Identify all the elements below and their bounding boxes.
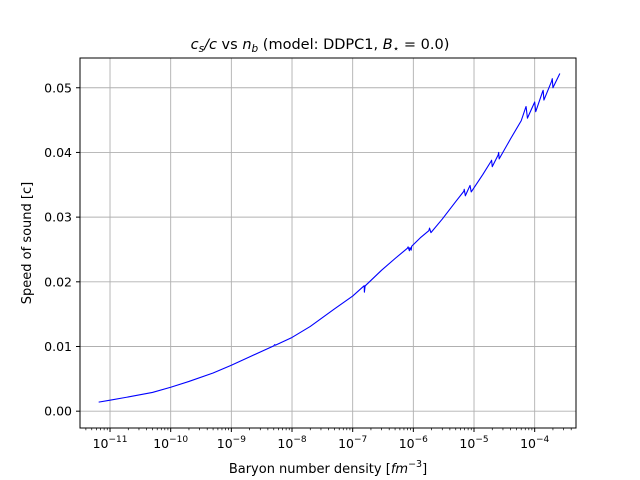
y-tick-label-2: 0.02 xyxy=(44,274,72,289)
chart-title: cs/c vs nb (model: DDPC1, B⋆ = 0.0) xyxy=(191,37,450,55)
y-tick-label-5: 0.05 xyxy=(44,80,72,95)
x-tick-label-2: 10−9 xyxy=(217,435,246,451)
y-tick-label-4: 0.04 xyxy=(44,145,72,160)
tick-layer: 10−11 10−10 10−9 10−8 10−7 10−6 10−5 10−4 0.00 0.… xyxy=(44,80,572,451)
grid-layer xyxy=(80,58,576,428)
y-tick-label-1: 0.01 xyxy=(44,339,72,354)
y-axis-label: Speed of sound [c] xyxy=(20,182,35,304)
x-tick-label-6: 10−5 xyxy=(459,435,488,451)
line-layer xyxy=(98,73,561,403)
x-tick-label-4: 10−7 xyxy=(338,435,367,451)
x-tick-label-0: 10−11 xyxy=(93,435,128,451)
plot-frame xyxy=(79,57,577,429)
x-tick-label-5: 10−6 xyxy=(399,435,428,451)
y-tick-label-3: 0.03 xyxy=(44,210,72,225)
y-tick-label-0: 0.00 xyxy=(44,404,72,419)
x-tick-label-3: 10−8 xyxy=(277,435,306,451)
series-line-0 xyxy=(98,73,561,403)
x-tick-label-1: 10−10 xyxy=(153,435,188,451)
x-axis-label: Baryon number density [fm−3] xyxy=(229,459,427,477)
x-tick-label-7: 10−4 xyxy=(520,435,549,451)
